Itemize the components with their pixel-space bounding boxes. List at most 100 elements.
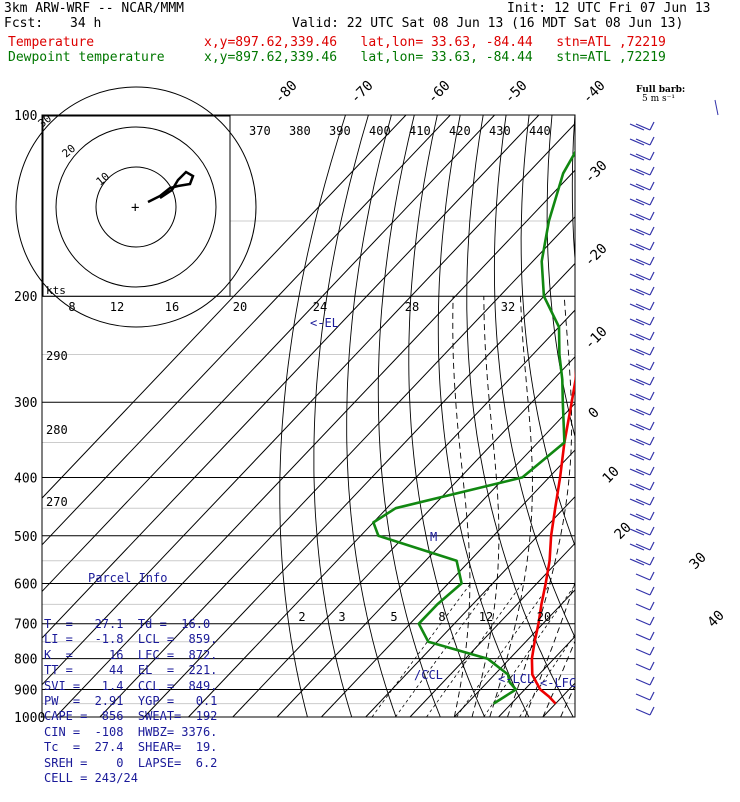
parcel-info-row: K = 16 LFC = 872.	[44, 648, 234, 663]
isotherm-line	[189, 115, 740, 717]
wind-barb-staff	[650, 587, 654, 595]
pressure-tick-label: 600	[14, 577, 37, 592]
wind-barb-staff	[650, 542, 654, 550]
parcel-info-row: CAPE = 856 SWEAT= 192	[44, 709, 234, 724]
temperature-axis-label: 20	[612, 520, 635, 543]
temperature-axis-label: 10	[600, 464, 623, 487]
dry-adiabat	[621, 115, 740, 717]
theta-label: 440	[529, 124, 551, 138]
wind-barb-staff	[650, 557, 654, 565]
wind-barb-staff	[650, 677, 654, 685]
wind-barb-staff	[650, 242, 654, 250]
dry-adiabat	[667, 115, 740, 717]
parcel-info-row: SVI = 1.4 CCL = 849.	[44, 679, 234, 694]
upper-label: 16	[165, 300, 179, 314]
temperature-axis-label: -60	[425, 78, 454, 107]
wind-barb-flag	[636, 589, 650, 595]
temperature-axis-label: 30	[687, 550, 710, 573]
dry-adiabat	[644, 115, 740, 717]
temperature-axis-label: -80	[272, 78, 301, 107]
theta-label: 380	[289, 124, 311, 138]
wind-barb-staff	[650, 617, 654, 625]
lcl-marker: <-LCL	[498, 672, 534, 686]
wind-barb-staff	[650, 167, 654, 175]
upper-label: 24	[313, 300, 327, 314]
isotherm-line	[632, 115, 740, 717]
isotherm-line	[321, 115, 740, 717]
mixing-ratio-line	[427, 583, 523, 717]
mixing-ratio-label: 2	[298, 610, 305, 624]
mixing-ratio-line	[395, 583, 492, 717]
ccl-marker: /CCL	[414, 668, 443, 682]
isotherm-line	[499, 115, 740, 717]
mixing-ratio-label: 3	[338, 610, 345, 624]
wind-barb-staff	[650, 287, 654, 295]
temperature-axis-label: -10	[582, 324, 611, 353]
wind-barb-flag	[636, 634, 650, 640]
wind-barb-flag	[636, 694, 650, 700]
temperature-axis-label: 40	[705, 608, 728, 631]
parcel-info-title: Parcel Info	[44, 571, 234, 586]
el-marker: <-EL	[310, 316, 339, 330]
mixing-ratio-label: 5	[390, 610, 397, 624]
wind-barb-flag	[636, 649, 650, 655]
dry-adiabat	[736, 115, 740, 717]
moist-adiabat	[472, 296, 499, 717]
wind-barb-staff	[650, 527, 654, 535]
pressure-tick-label: 700	[14, 618, 37, 633]
wind-barb-flag	[636, 619, 650, 625]
wind-barb-staff	[650, 377, 654, 385]
upper-label: 8	[68, 300, 75, 314]
wind-barb-flag	[636, 574, 650, 580]
barb-legend-units: 5 m s⁻¹	[642, 95, 675, 104]
lfc-marker: <-LFC	[540, 676, 576, 690]
wind-barb-staff	[650, 317, 654, 325]
temperature-axis-label: -70	[348, 78, 377, 107]
wind-barb-staff	[650, 512, 654, 520]
wind-barb-flag	[636, 664, 650, 670]
theta-e-label: 270	[46, 495, 68, 509]
theta-label: 390	[329, 124, 351, 138]
upper-label: 12	[110, 300, 124, 314]
mixing-ratio-label: 12	[479, 610, 493, 624]
pressure-tick-label: 800	[14, 653, 37, 668]
parcel-info-row: CELL = 243/24	[44, 771, 234, 786]
wind-barb-staff	[650, 227, 654, 235]
hodograph-units: kts	[46, 284, 66, 297]
wind-barb-staff	[650, 662, 654, 670]
parcel-info-row: SREH = 0 LAPSE= 6.2	[44, 756, 234, 771]
theta-label: 420	[449, 124, 471, 138]
mixing-ratio-label: 8	[438, 610, 445, 624]
parcel-info-row: LI = -1.8 LCL = 859.	[44, 632, 234, 647]
wind-barb-staff	[650, 407, 654, 415]
upper-label: 28	[405, 300, 419, 314]
parcel-info-row: T = 27.1 Td = 16.0	[44, 617, 234, 632]
wind-barb-staff	[650, 497, 654, 505]
temperature-axis-label: -20	[582, 241, 611, 270]
pressure-tick-label: 900	[14, 683, 37, 698]
wind-barb-staff	[650, 392, 654, 400]
wind-barb-staff	[650, 437, 654, 445]
wind-barb-staff	[650, 332, 654, 340]
wind-barb-staff	[650, 467, 654, 475]
mixing-ratio-label: 20	[537, 610, 551, 624]
wind-barb-staff	[650, 257, 654, 265]
wind-barb-staff	[650, 182, 654, 190]
wind-barb-staff	[650, 632, 654, 640]
wind-barb-staff	[650, 212, 654, 220]
moist-adiabat	[525, 296, 618, 717]
pressure-tick-label: 100	[14, 109, 37, 124]
wind-barb-staff	[650, 302, 654, 310]
wind-barb-staff	[650, 647, 654, 655]
dry-adiabat	[547, 115, 706, 717]
wind-barb-staff	[650, 137, 654, 145]
wind-barb-staff	[650, 707, 654, 715]
wind-barb-staff	[650, 602, 654, 610]
wind-barb-staff	[650, 482, 654, 490]
legend-barb	[715, 100, 718, 115]
temperature-axis-label: -40	[580, 78, 609, 107]
parcel-info-row: CIN = -108 HWBZ= 3376.	[44, 725, 234, 740]
moist-adiabat	[561, 296, 727, 717]
moist-adiabat	[508, 296, 572, 717]
